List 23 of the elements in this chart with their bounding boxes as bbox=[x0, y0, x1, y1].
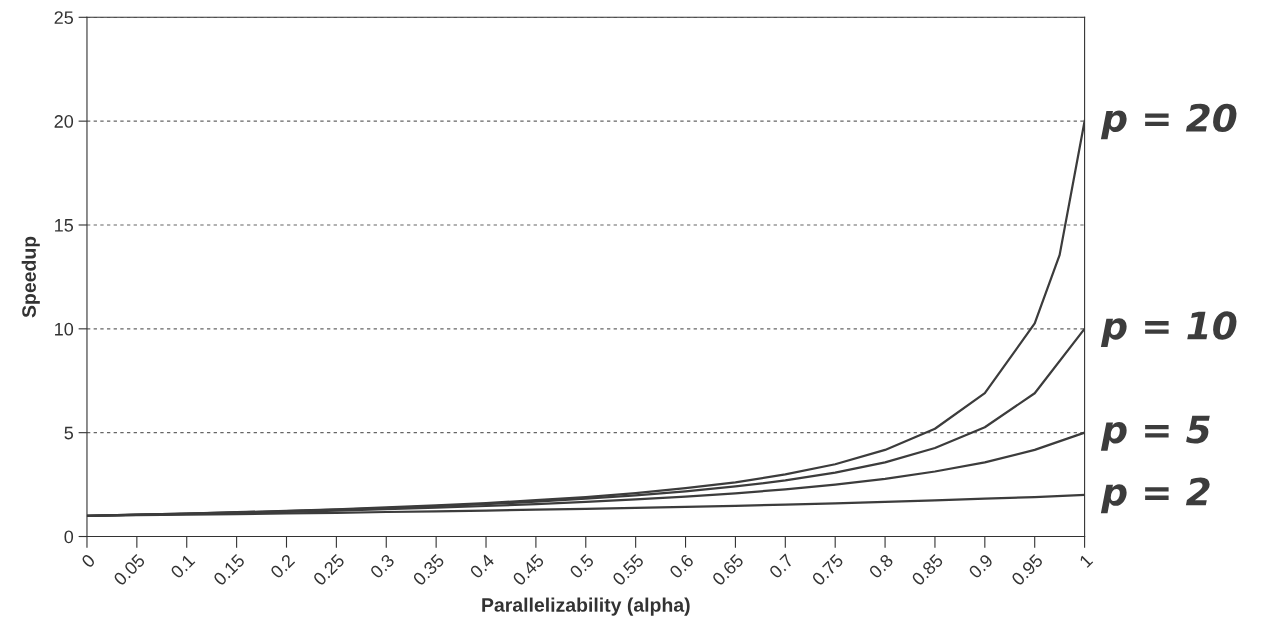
x-tick-label: 0 bbox=[80, 553, 96, 569]
y-tick-label: 25 bbox=[54, 11, 74, 25]
series-label: p = 10 bbox=[1100, 311, 1237, 347]
y-tick-label: 15 bbox=[55, 219, 74, 232]
x-tick-label: 0.4 bbox=[469, 553, 496, 580]
x-tick-label: 0.2 bbox=[269, 553, 296, 580]
y-tick-label: 5 bbox=[64, 426, 74, 440]
x-tick-label: 0.7 bbox=[768, 553, 795, 580]
x-tick-label: 0.5 bbox=[568, 553, 595, 580]
x-tick-label: 0.6 bbox=[668, 553, 695, 580]
x-tick-label: 0.3 bbox=[369, 553, 396, 580]
y-axis-title: Speedup bbox=[21, 236, 40, 318]
x-tick-label: 1 bbox=[1078, 553, 1094, 568]
x-tick-label: 0.8 bbox=[868, 553, 894, 580]
x-axis-title: Parallelizability (alpha) bbox=[482, 597, 690, 616]
y-tick-label: 10 bbox=[55, 322, 74, 336]
series-label: p = 2 bbox=[1100, 477, 1210, 514]
x-tick-label: 0.9 bbox=[967, 553, 994, 580]
y-tick-label: 20 bbox=[54, 115, 74, 128]
y-tick-label: 0 bbox=[64, 530, 74, 544]
series-label: p = 20 bbox=[1100, 103, 1237, 140]
series-label: p = 5 bbox=[1100, 415, 1210, 451]
x-tick-label: 0.1 bbox=[169, 553, 196, 580]
